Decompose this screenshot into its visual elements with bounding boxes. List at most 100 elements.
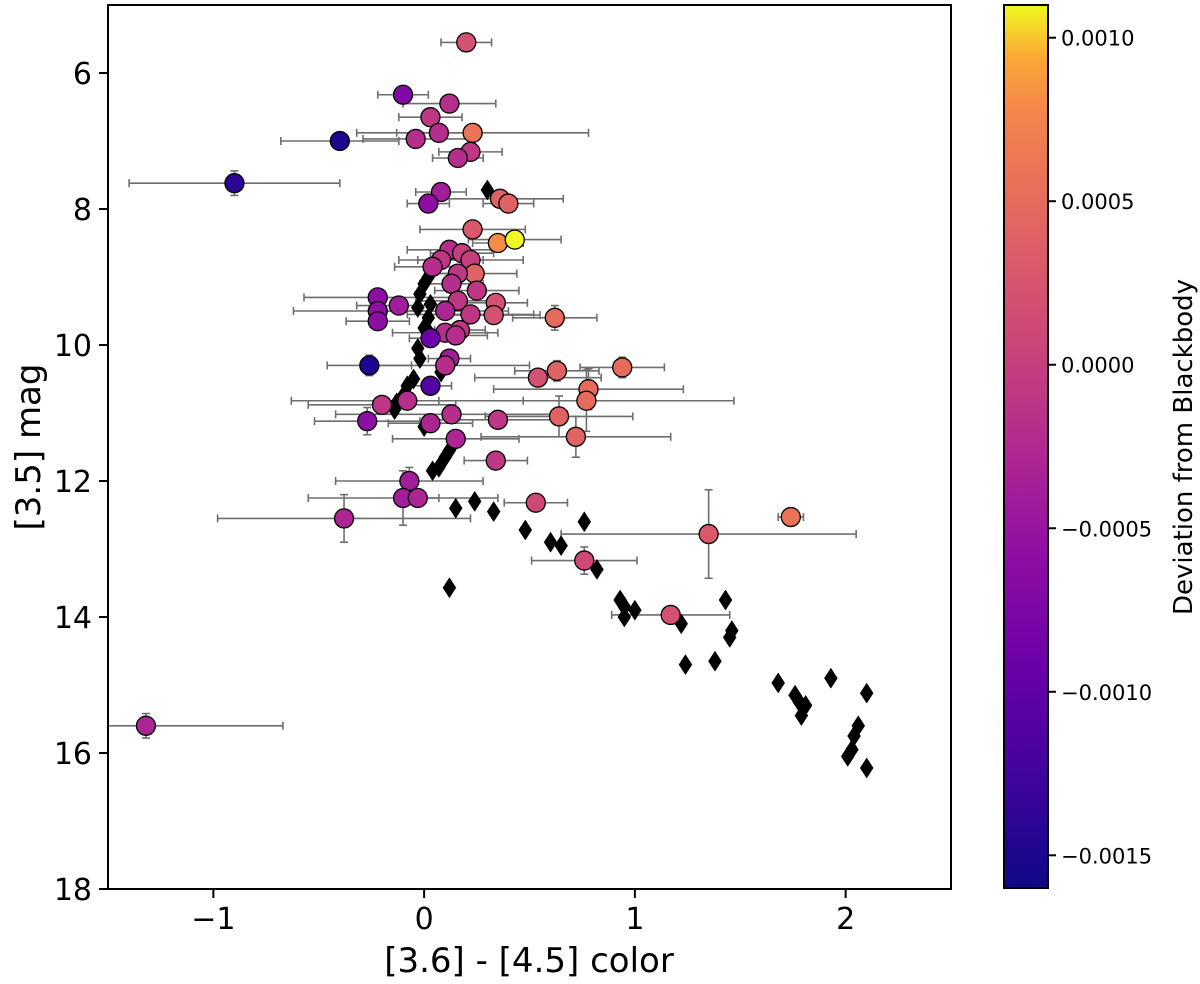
plot-frame [107,4,952,890]
diamond-point [413,348,427,370]
circle-point [780,506,801,528]
circle-point [574,550,595,571]
diamond-point [859,682,874,704]
circle-point [224,173,245,194]
circle-point [422,256,443,277]
circle-point [329,130,350,152]
circle-point [546,360,568,381]
circle-point [420,107,441,128]
diamond-point [467,490,482,512]
y-tick-label: 16 [54,737,92,772]
circle-point [487,232,509,254]
diamond-point [718,589,733,611]
plot-area [107,4,952,890]
circle-series [135,32,801,736]
diamond-point [442,577,457,599]
circle-point [135,715,157,736]
circle-point [418,193,439,214]
circle-point [698,523,719,545]
circle-point [359,355,380,376]
colorbar-ticks: 0.0010 0.0005 0.0000 −0.0005 −0.0010 −0.0015 [1048,27,1152,868]
diamond-point [794,705,809,727]
y-tick-label: 6 [73,57,92,92]
colorbar-tick-label: −0.0010 [1061,681,1152,705]
circle-point [460,304,481,325]
diamond-point [617,606,632,628]
circle-point [525,492,546,513]
circle-point [388,295,409,316]
circle-point [447,147,468,169]
circle-point [399,470,420,492]
diamond-point [486,501,501,523]
circle-point [428,122,450,143]
x-axis: −1 0 1 2 [191,889,855,937]
circle-point [576,390,597,411]
circle-point [485,450,506,471]
diamond-point [859,757,874,779]
diamond-point [518,519,533,541]
circle-point [466,280,487,301]
diamond-point [554,535,568,557]
circle-point [333,508,355,529]
y-tick-label: 14 [54,601,92,636]
circle-point [462,219,483,240]
diamond-point [722,626,737,648]
colorbar-tick-label: 0.0010 [1061,27,1134,51]
circle-point [441,404,462,425]
circle-point [456,32,477,53]
y-axis: 6 8 10 12 14 16 18 [54,57,108,908]
diamond-point [577,511,592,533]
diamond-point [678,654,693,676]
x-tick-label: 1 [625,902,644,937]
y-tick-label: 18 [54,873,92,908]
y-axis-label: [3.5] mag [9,364,49,531]
circle-point [441,273,462,294]
x-tick-label: 0 [415,902,434,937]
circle-point [548,406,570,427]
y-tick-label: 8 [73,193,92,228]
x-axis-label: [3.6] - [4.5] color [384,941,674,981]
diamond-point [628,599,642,621]
circle-point [420,375,441,396]
diamond-point [543,531,558,553]
x-tick-label: 2 [836,902,855,937]
diamond-point [708,650,722,672]
circle-point [660,604,681,626]
circle-point [504,229,525,250]
colorbar-label: Deviation from Blackbody [1169,279,1199,615]
colorbar-tick-label: −0.0015 [1061,844,1152,868]
circle-point [483,304,504,326]
circle-point [544,307,565,328]
circle-point [462,122,483,143]
y-tick-label: 12 [54,465,92,500]
circle-point [430,181,452,203]
diamond-point [425,460,440,482]
circle-point [397,390,418,411]
circle-point [527,367,549,388]
colorbar-tick-label: −0.0005 [1061,517,1152,541]
colorbar: 0.0010 0.0005 0.0000 −0.0005 −0.0010 −0.0015 [1003,4,1152,889]
diamond-point [771,672,785,694]
circle-point [445,325,466,346]
circle-point [464,263,485,284]
diamond-point [411,297,425,319]
circle-point [407,487,428,509]
circle-point [439,93,460,114]
circle-point [612,357,633,378]
diamond-point [840,745,855,767]
colorbar-tick-label: 0.0005 [1061,190,1134,214]
circle-point [487,409,509,430]
y-tick-label: 10 [54,329,92,364]
circle-point [357,411,378,432]
circle-point [435,355,456,376]
plot-background [108,5,951,889]
circle-point [498,193,519,214]
circle-point [420,413,441,434]
diamond-point [448,497,463,519]
circle-point [420,328,441,349]
x-tick-label: −1 [191,902,235,937]
circle-point [392,84,414,105]
circle-point [367,311,388,332]
circle-point [405,128,426,150]
